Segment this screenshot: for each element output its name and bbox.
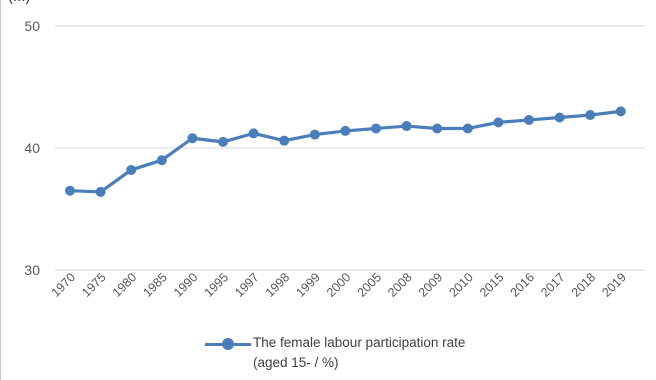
legend-label-line2: (aged 15- / %) xyxy=(253,355,339,370)
data-point xyxy=(156,155,167,166)
legend-marker xyxy=(222,338,234,350)
data-point xyxy=(554,112,565,123)
y-tick-label: 40 xyxy=(24,140,40,156)
x-tick-label: 1998 xyxy=(263,270,293,300)
x-tick-label: 1980 xyxy=(110,270,140,300)
data-point xyxy=(126,164,137,175)
x-tick-label: 2016 xyxy=(508,270,538,300)
data-point xyxy=(462,123,473,134)
data-point xyxy=(615,106,626,117)
x-tick-label: 2008 xyxy=(385,270,415,300)
data-point xyxy=(65,185,75,196)
x-tick-label: 1999 xyxy=(293,270,323,300)
data-point xyxy=(524,114,534,125)
y-axis: 30 40 50 xyxy=(24,18,40,278)
x-tick-label: 1995 xyxy=(202,270,232,300)
x-tick-label: 2019 xyxy=(599,270,629,300)
legend-label: The female labour participation rate (ag… xyxy=(251,333,465,373)
data-point xyxy=(218,136,228,147)
legend-label-line1: The female labour participation rate xyxy=(253,335,466,350)
y-tick-label: 30 xyxy=(24,262,40,278)
data-point xyxy=(187,133,198,144)
legend-swatch xyxy=(205,334,251,354)
data-point xyxy=(309,129,320,140)
data-point xyxy=(279,135,290,146)
series-group xyxy=(65,106,626,197)
line-chart: 30 40 50 1970 1975 1980 1985 1990 1995 1997 1998 1… xyxy=(24,18,645,300)
data-point xyxy=(401,121,412,132)
x-tick-label: 2015 xyxy=(477,270,507,300)
series-line xyxy=(69,109,621,194)
x-tick-label: 1990 xyxy=(171,270,201,300)
gridlines xyxy=(55,25,645,271)
data-point xyxy=(493,117,504,128)
x-tick-label: 1985 xyxy=(140,270,170,300)
x-tick-label: 2010 xyxy=(446,270,476,300)
data-point xyxy=(340,125,351,136)
y-tick-label: 50 xyxy=(24,18,40,34)
data-point xyxy=(248,128,259,139)
data-point xyxy=(95,186,106,197)
data-point xyxy=(371,123,381,134)
x-axis: 1970 1975 1980 1985 1990 1995 1997 1998 1999 2000… xyxy=(49,270,629,300)
top-partial-text: (...) xyxy=(8,0,31,5)
x-tick-label: 1970 xyxy=(49,270,79,300)
x-tick-label: 1997 xyxy=(232,270,262,300)
x-tick-label: 1975 xyxy=(79,270,109,300)
data-point xyxy=(432,123,443,134)
x-tick-label: 2017 xyxy=(538,270,568,300)
x-tick-label: 2018 xyxy=(569,270,599,300)
legend: The female labour participation rate (ag… xyxy=(205,333,465,373)
left-border xyxy=(0,0,1,380)
data-point xyxy=(585,110,596,121)
x-tick-label: 2005 xyxy=(355,270,385,300)
x-tick-label: 2009 xyxy=(416,270,446,300)
x-tick-label: 2000 xyxy=(324,270,354,300)
